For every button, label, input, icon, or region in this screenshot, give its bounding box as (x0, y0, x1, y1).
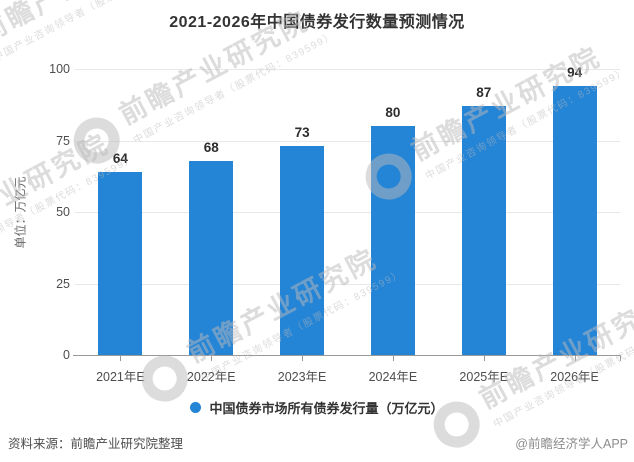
bar[interactable] (552, 86, 597, 355)
bar-value-label: 80 (385, 105, 401, 121)
bar[interactable] (370, 126, 415, 355)
y-axis-tick-label: 25 (56, 276, 70, 291)
bar-value-label: 68 (203, 139, 219, 155)
bar[interactable] (461, 106, 506, 355)
x-axis-label: 2021年E (96, 370, 145, 384)
x-axis-line (73, 355, 621, 356)
x-axis-label: 2024年E (368, 370, 418, 384)
gridline (75, 140, 620, 142)
bar[interactable] (98, 171, 143, 355)
axis-tick (620, 356, 621, 361)
y-axis-tick-label: 75 (56, 133, 70, 148)
x-axis-label: 2022年E (186, 370, 236, 384)
bar-value-label: 64 (112, 150, 128, 166)
y-axis-tick-label: 50 (56, 205, 70, 219)
axis-tick (211, 356, 213, 361)
x-axis-label: 2023年E (277, 370, 327, 384)
axis-tick (392, 356, 394, 361)
x-axis-label: 2026年E (550, 370, 599, 384)
y-axis-tick-label: 0 (63, 348, 70, 362)
credit-text: @前瞻经济学人APP (515, 437, 628, 451)
legend-circle-icon (190, 402, 202, 413)
legend[interactable]: 中国债券市场所有债券发行量（万亿元） (0, 398, 634, 417)
gridline (75, 212, 620, 213)
data-source-text: 资料来源：前瞻产业研究院整理 (8, 437, 184, 451)
axis-tick (302, 356, 304, 361)
bar-value-label: 87 (476, 85, 492, 101)
legend-label: 中国债券市场所有债券发行量（万亿元） (209, 401, 444, 416)
bar[interactable] (280, 146, 325, 355)
bar[interactable] (189, 160, 234, 355)
y-axis-tick-label: 100 (49, 62, 70, 76)
axis-tick (120, 356, 122, 361)
x-axis-label: 2025年E (459, 370, 509, 384)
bar-value-label: 94 (567, 65, 583, 81)
bar-value-label: 73 (294, 125, 310, 141)
y-axis-unit-label: 单位：万亿元 (13, 176, 28, 249)
chart-title: 2021-2026年中国债券发行数量预测情况 (169, 14, 465, 31)
axis-tick (574, 356, 576, 361)
axis-tick (483, 356, 485, 361)
gridline (75, 69, 620, 70)
gridline (75, 283, 620, 285)
